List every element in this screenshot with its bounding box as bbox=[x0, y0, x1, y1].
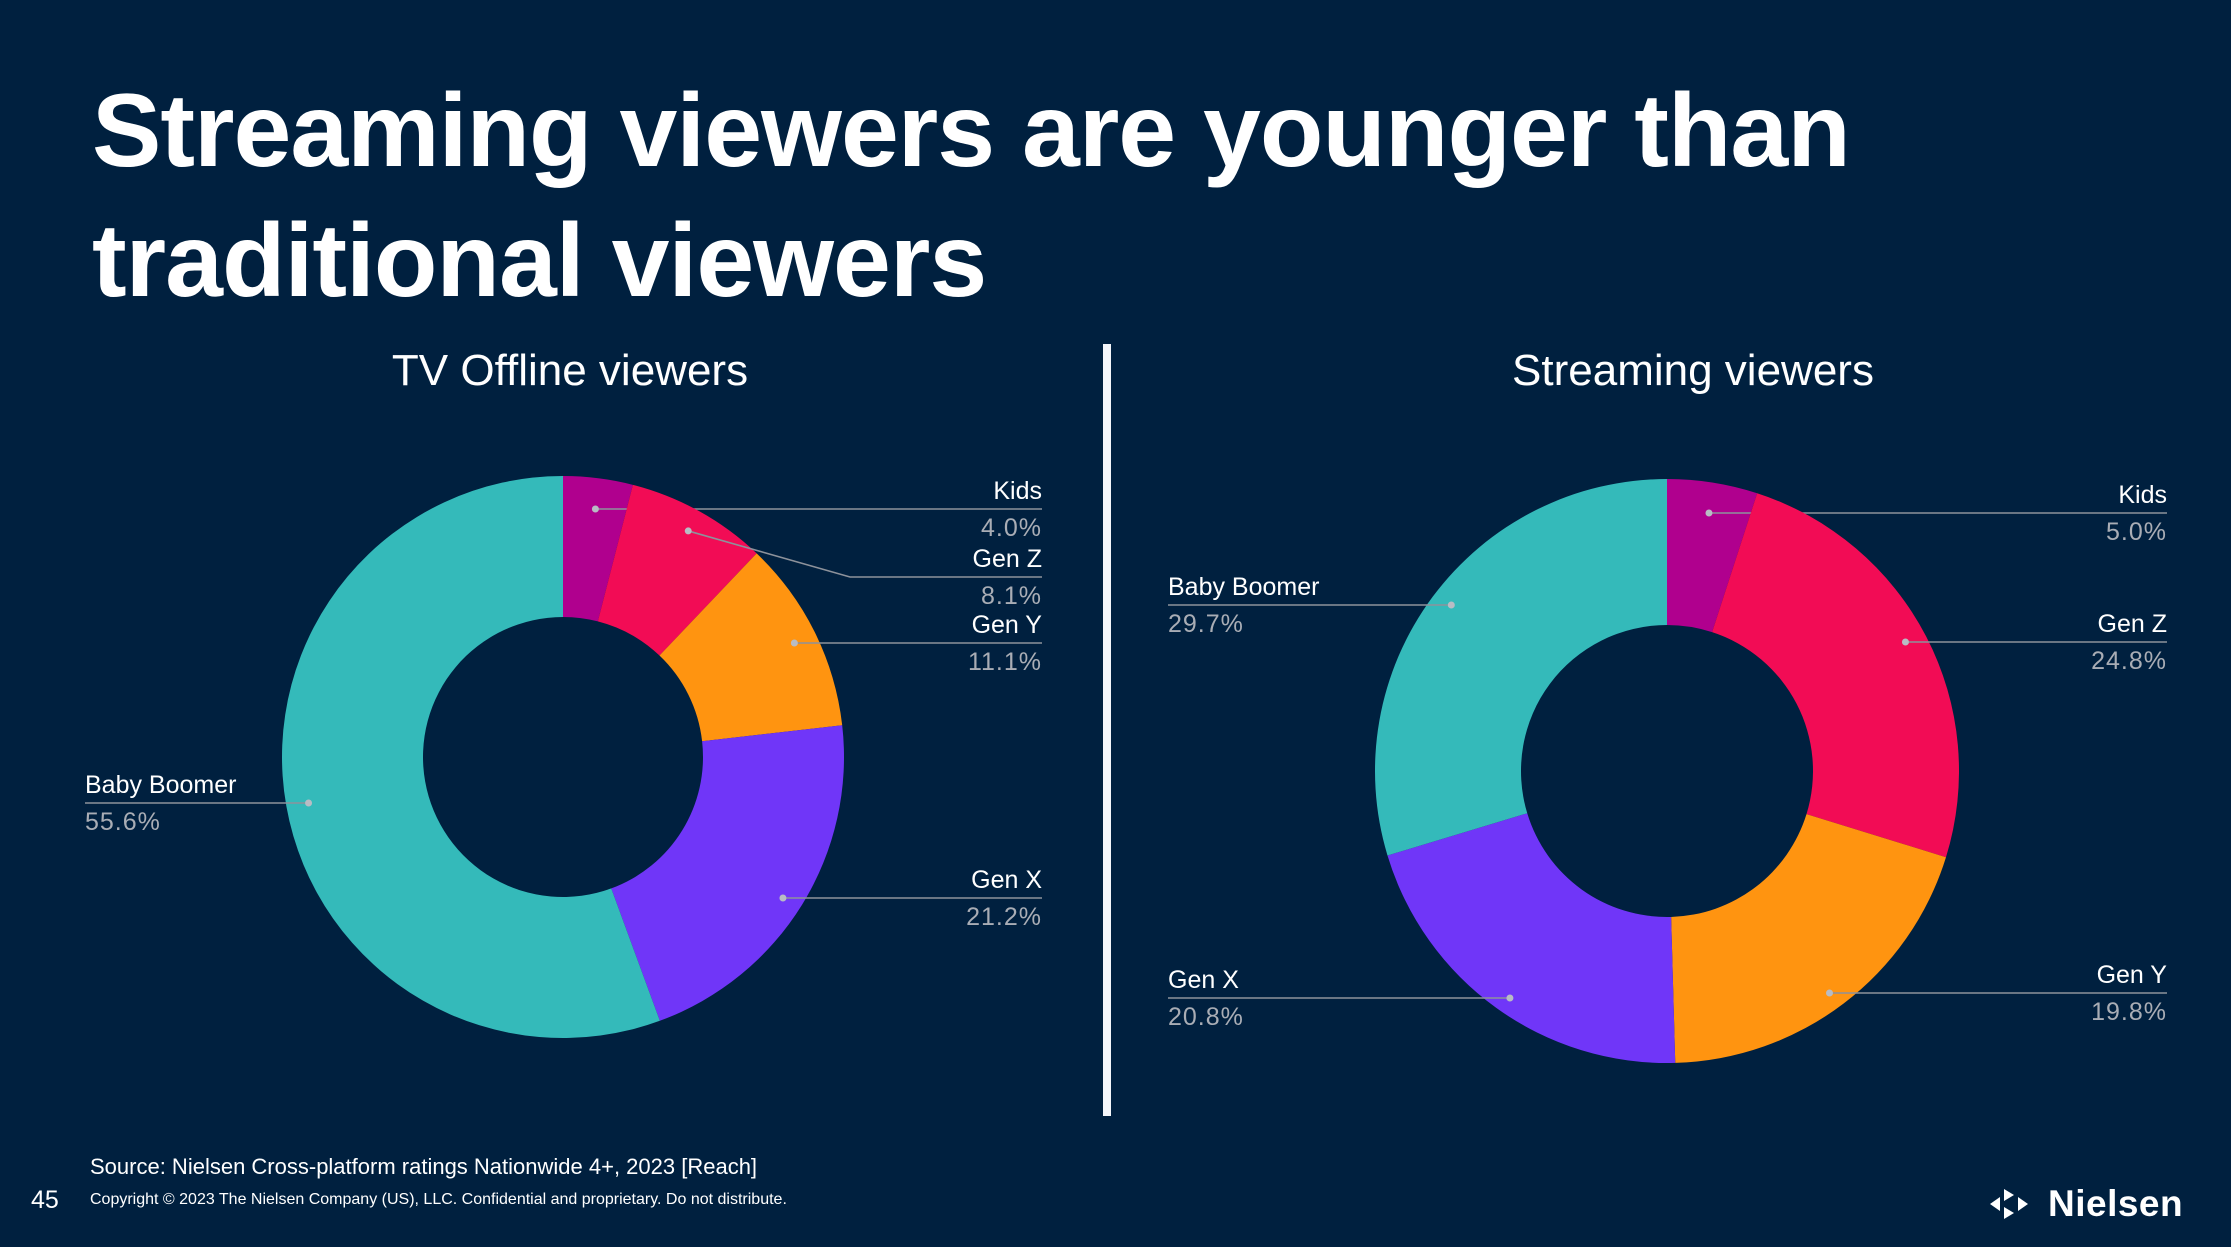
nielsen-logo-text: Nielsen bbox=[2048, 1183, 2184, 1224]
label-gen-x: Gen X bbox=[1168, 966, 1239, 994]
slide-title-line-1: Streaming viewers are younger than bbox=[92, 73, 1851, 189]
slice-kids bbox=[563, 476, 633, 622]
value-label-baby-boomer: 29.7% bbox=[1168, 610, 1244, 638]
leader-line-gen-z bbox=[687, 530, 1042, 578]
donut-streaming-viewers: Kids 5.0% Gen Z 24.8% Gen Y 19.8% Gen X 20.8% Ba… bbox=[1168, 479, 2167, 1063]
chart-divider bbox=[1103, 344, 1111, 1116]
slice-gen-y bbox=[659, 553, 843, 742]
label-kids: Kids bbox=[993, 477, 1042, 505]
nielsen-arrows-icon bbox=[1990, 1189, 2028, 1219]
label-gen-x: Gen X bbox=[971, 866, 1042, 894]
leader-dot-gen-x bbox=[1506, 994, 1514, 1002]
value-label-gen-z: 8.1% bbox=[981, 582, 1042, 610]
slide-title-line-2: traditional viewers bbox=[92, 203, 987, 319]
value-label-gen-x: 20.8% bbox=[1168, 1003, 1244, 1031]
leader-dot-baby-boomer bbox=[305, 799, 313, 807]
copyright-note: Copyright © 2023 The Nielsen Company (US… bbox=[90, 1191, 787, 1208]
slice-baby-boomer bbox=[1375, 479, 1667, 856]
leader-dot-kids bbox=[591, 505, 599, 513]
slice-kids bbox=[1667, 479, 1758, 633]
slice-baby-boomer bbox=[282, 476, 660, 1038]
value-label-kids: 5.0% bbox=[2106, 518, 2167, 546]
leader-dot-baby-boomer bbox=[1447, 601, 1455, 609]
leader-dot-gen-z bbox=[684, 527, 692, 535]
slice-gen-z bbox=[1712, 493, 1959, 858]
slice-gen-y bbox=[1671, 814, 1946, 1063]
value-label-gen-x: 21.2% bbox=[966, 903, 1042, 931]
label-baby-boomer: Baby Boomer bbox=[1168, 573, 1319, 601]
slice-gen-x bbox=[611, 725, 844, 1021]
label-gen-y: Gen Y bbox=[972, 611, 1043, 639]
value-label-gen-y: 19.8% bbox=[2091, 998, 2167, 1026]
slice-gen-x bbox=[1387, 813, 1676, 1063]
value-label-gen-y: 11.1% bbox=[968, 648, 1042, 676]
label-gen-z: Gen Z bbox=[2098, 610, 2167, 638]
page-number: 45 bbox=[31, 1186, 59, 1214]
leader-dot-kids bbox=[1705, 509, 1713, 517]
label-gen-z: Gen Z bbox=[973, 545, 1042, 573]
chart-title-tv-offline: TV Offline viewers bbox=[391, 346, 749, 395]
nielsen-logo: Nielsen bbox=[1990, 1183, 2184, 1224]
label-kids: Kids bbox=[2118, 481, 2167, 509]
label-gen-y: Gen Y bbox=[2097, 961, 2168, 989]
slice-gen-z bbox=[597, 484, 757, 656]
value-label-kids: 4.0% bbox=[981, 514, 1042, 542]
chart-title-streaming: Streaming viewers bbox=[1512, 346, 1874, 395]
leader-dot-gen-y bbox=[1826, 989, 1834, 997]
value-label-baby-boomer: 55.6% bbox=[85, 808, 161, 836]
label-baby-boomer: Baby Boomer bbox=[85, 771, 236, 799]
leader-dot-gen-y bbox=[790, 639, 798, 647]
slide-title: Streaming viewers are younger than tradi… bbox=[92, 66, 1992, 326]
donut-tv-offline-viewers: Kids 4.0% Gen Z 8.1%Gen Y 11.1% Gen X 21.2% Bab… bbox=[85, 476, 1042, 1038]
source-note: Source: Nielsen Cross-platform ratings N… bbox=[90, 1154, 758, 1179]
leader-dot-gen-x bbox=[779, 894, 787, 902]
value-label-gen-z: 24.8% bbox=[2091, 647, 2167, 675]
leader-dot-gen-z bbox=[1901, 638, 1909, 646]
